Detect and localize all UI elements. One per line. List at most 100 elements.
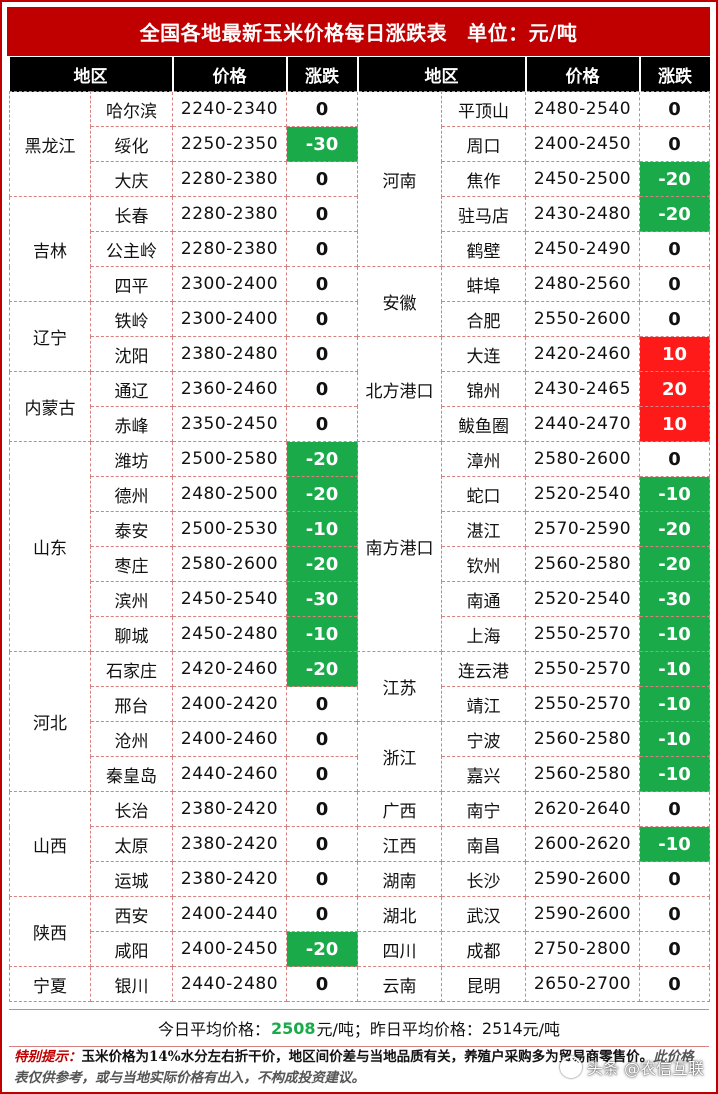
left-change-cell: 0 — [286, 756, 358, 792]
table-row: 内蒙古 通辽 2360-2460 0 锦州 2430-2465 20 — [9, 371, 710, 442]
header-price-left: 价格 — [171, 57, 287, 92]
left-price-cell: 2440-2480 — [172, 966, 287, 1002]
today-avg-unit: 元/吨； — [316, 1020, 370, 1039]
left-change-cell: -20 — [286, 546, 358, 582]
left-change-cell: -20 — [286, 476, 358, 512]
left-region-cell: 宁夏 — [9, 966, 91, 1002]
left-change-cell: -10 — [286, 616, 358, 652]
right-price-cell: 2550-2570 — [525, 686, 640, 722]
header-change-right: 涨跌 — [638, 57, 710, 92]
left-city-cell: 运城 — [90, 861, 173, 897]
right-region-cell: 河南 — [357, 91, 442, 267]
left-price-cell: 2400-2420 — [172, 686, 287, 722]
left-city-cell: 公主岭 — [90, 231, 173, 267]
right-region-cell: 湖北 — [357, 896, 442, 932]
left-change-cell: 0 — [286, 686, 358, 722]
table-row: 滨州 2450-2540 -30 南通 2520-2540 -30 — [10, 581, 710, 617]
right-region-cell: 湖南 — [357, 861, 442, 897]
right-city-cell: 漳州 — [441, 441, 526, 477]
table-row: 四平 2300-2400 0 安徽 蚌埠 2480-2560 0 — [10, 266, 710, 337]
header-change-left: 涨跌 — [285, 57, 358, 92]
left-price-cell: 2380-2420 — [172, 861, 287, 897]
header-price-right: 价格 — [524, 57, 640, 92]
left-price-cell: 2380-2420 — [172, 826, 287, 862]
table-row: 秦皇岛 2440-2460 0 嘉兴 2560-2580 -10 — [10, 756, 710, 792]
left-city-cell: 太原 — [90, 826, 173, 862]
right-change-cell: 0 — [639, 231, 710, 267]
right-change-cell: 0 — [639, 126, 710, 162]
left-price-cell: 2350-2450 — [172, 406, 287, 442]
left-price-cell: 2240-2340 — [172, 91, 287, 127]
right-price-cell: 2400-2450 — [525, 126, 640, 162]
left-price-cell: 2250-2350 — [172, 126, 287, 162]
table-row: 运城 2380-2420 0 湖南 长沙 2590-2600 0 — [10, 861, 710, 897]
left-city-cell: 枣庄 — [90, 546, 173, 582]
left-change-cell: -20 — [286, 651, 358, 687]
left-price-cell: 2480-2500 — [172, 476, 287, 512]
right-city-cell: 平顶山 — [441, 91, 526, 127]
right-city-cell: 焦作 — [441, 161, 526, 197]
table-row: 山西 长治 2380-2420 0 广西 南宁 2620-2640 0 — [9, 791, 710, 897]
left-city-cell: 银川 — [90, 966, 173, 1002]
right-price-cell: 2650-2700 — [525, 966, 640, 1002]
right-price-cell: 2520-2540 — [525, 476, 640, 512]
price-table: 地区 价格 涨跌 地区 价格 涨跌 黑龙江 哈尔滨 2240-2340 0 河南 平顶山 2… — [9, 57, 710, 1002]
left-price-cell: 2380-2420 — [172, 791, 287, 827]
note-text: 玉米价格为14%水分左右折干价，地区间价差与当地品质有关，养殖户采购多为贸易商零… — [81, 1049, 654, 1065]
left-region-cell: 辽宁 — [9, 301, 91, 372]
left-price-cell: 2280-2380 — [172, 231, 287, 267]
left-city-cell: 潍坊 — [90, 441, 173, 477]
right-price-cell: 2590-2600 — [525, 861, 640, 897]
left-region-cell: 河北 — [9, 651, 91, 792]
yesterday-avg-value: 2514 — [481, 1018, 523, 1038]
right-city-cell: 昆明 — [441, 966, 526, 1002]
left-city-cell: 石家庄 — [90, 651, 173, 687]
right-city-cell: 锦州 — [441, 371, 526, 407]
right-city-cell: 大连 — [441, 336, 526, 372]
left-price-cell: 2580-2600 — [172, 546, 287, 582]
watermark: 头条 @农信互联 — [559, 1055, 704, 1079]
right-region-cell: 南方港口 — [357, 441, 442, 652]
right-city-cell: 靖江 — [441, 686, 526, 722]
right-price-cell: 2550-2600 — [525, 301, 640, 337]
right-change-cell: -10 — [639, 616, 710, 652]
right-change-cell: -10 — [639, 686, 710, 722]
right-change-cell: 0 — [639, 91, 710, 127]
left-price-cell: 2360-2460 — [172, 371, 287, 407]
left-city-cell: 赤峰 — [90, 406, 173, 442]
right-city-cell: 鹤壁 — [441, 231, 526, 267]
note-disclaimer: 此价格表仅供参考，或与当地实际价格有出入，不构成投资建议。 — [14, 1049, 694, 1086]
right-change-cell: -10 — [639, 476, 710, 512]
right-city-cell: 周口 — [441, 126, 526, 162]
right-city-cell: 南通 — [441, 581, 526, 617]
left-change-cell: -30 — [286, 126, 358, 162]
left-change-cell: 0 — [286, 231, 358, 267]
left-change-cell: 0 — [286, 721, 358, 757]
right-price-cell: 2550-2570 — [525, 651, 640, 687]
left-change-cell: 0 — [286, 336, 358, 372]
table-row: 宁夏 银川 2440-2480 0 云南 昆明 2650-2700 0 — [9, 966, 710, 1002]
left-change-cell: 0 — [286, 371, 358, 407]
left-region-cell: 山东 — [9, 441, 91, 652]
right-city-cell: 成都 — [441, 931, 526, 967]
right-city-cell: 宁波 — [441, 721, 526, 757]
right-price-cell: 2590-2600 — [525, 896, 640, 932]
right-city-cell: 南昌 — [441, 826, 526, 862]
left-region-cell: 吉林 — [9, 196, 91, 302]
right-region-cell: 江西 — [357, 826, 442, 862]
right-price-cell: 2430-2465 — [525, 371, 640, 407]
table-row: 黑龙江 哈尔滨 2240-2340 0 河南 平顶山 2480-2540 0 — [9, 91, 710, 267]
left-city-cell: 绥化 — [90, 126, 173, 162]
table-row: 枣庄 2580-2600 -20 钦州 2560-2580 -20 — [10, 546, 710, 582]
today-avg-label: 今日平均价格： — [157, 1020, 270, 1039]
left-city-cell: 泰安 — [90, 511, 173, 547]
left-change-cell: 0 — [286, 196, 358, 232]
right-change-cell: -20 — [639, 196, 710, 232]
right-price-cell: 2420-2460 — [525, 336, 640, 372]
right-price-cell: 2580-2600 — [525, 441, 640, 477]
right-change-cell: -30 — [639, 581, 710, 617]
left-change-cell: 0 — [286, 301, 358, 337]
table-row: 太原 2380-2420 0 江西 南昌 2600-2620 -10 — [10, 826, 710, 862]
left-price-cell: 2500-2530 — [172, 511, 287, 547]
right-price-cell: 2560-2580 — [525, 721, 640, 757]
